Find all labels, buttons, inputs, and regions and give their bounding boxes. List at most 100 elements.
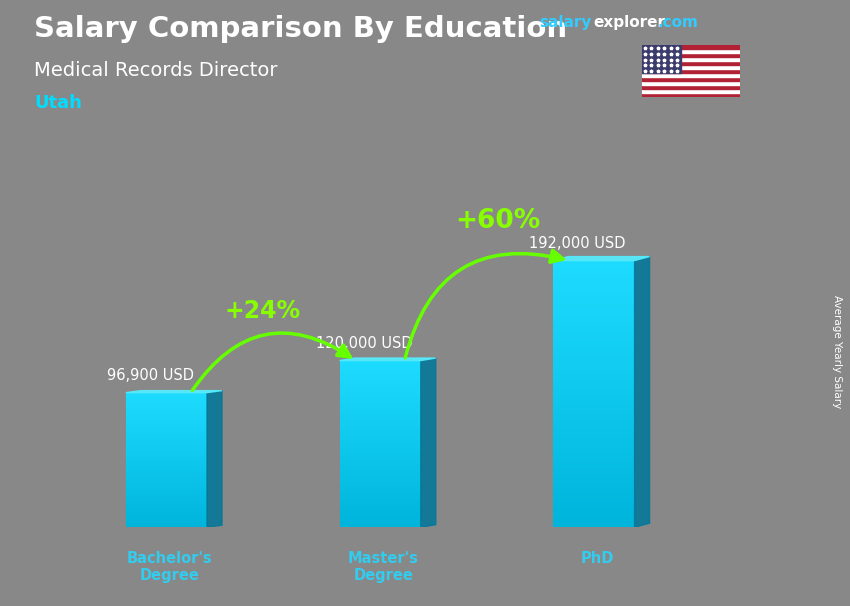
Bar <box>339 454 421 456</box>
Bar <box>339 485 421 488</box>
Bar <box>126 492 207 493</box>
Bar <box>126 415 207 416</box>
Bar <box>553 364 635 367</box>
Bar <box>553 274 635 277</box>
Bar <box>339 413 421 415</box>
Bar <box>553 337 635 341</box>
Bar <box>126 396 207 398</box>
Bar <box>126 468 207 470</box>
Bar <box>553 301 635 304</box>
Bar <box>126 440 207 441</box>
Bar <box>339 496 421 498</box>
Bar <box>126 395 207 396</box>
Bar <box>126 428 207 430</box>
Bar <box>553 514 635 518</box>
Bar <box>339 452 421 454</box>
Bar <box>553 370 635 374</box>
Bar <box>126 470 207 471</box>
Bar <box>642 73 740 77</box>
Bar <box>553 344 635 347</box>
Bar <box>553 510 635 514</box>
Bar <box>553 330 635 334</box>
Bar <box>553 317 635 321</box>
Bar <box>339 371 421 373</box>
Polygon shape <box>207 391 222 527</box>
Text: Master's
Degree: Master's Degree <box>348 550 419 583</box>
Bar <box>553 401 635 404</box>
Bar <box>553 521 635 524</box>
Bar <box>553 421 635 424</box>
Bar <box>339 392 421 394</box>
Bar <box>126 471 207 473</box>
Bar <box>339 427 421 429</box>
Bar <box>126 524 207 525</box>
Bar <box>642 58 740 61</box>
Bar <box>553 294 635 297</box>
Bar <box>642 45 740 50</box>
Bar <box>126 473 207 475</box>
Bar <box>126 477 207 479</box>
Bar <box>339 396 421 398</box>
Bar <box>339 465 421 467</box>
Bar <box>126 507 207 508</box>
Bar <box>642 93 740 97</box>
Bar <box>339 494 421 496</box>
Bar <box>126 431 207 433</box>
Text: Medical Records Director: Medical Records Director <box>34 61 277 79</box>
Bar <box>553 357 635 361</box>
Bar <box>553 361 635 364</box>
Bar <box>126 467 207 468</box>
Bar <box>553 407 635 410</box>
Bar <box>126 460 207 462</box>
Bar <box>339 417 421 419</box>
Bar <box>553 284 635 287</box>
Bar <box>642 50 740 53</box>
Bar <box>339 425 421 427</box>
Bar <box>126 475 207 477</box>
Bar <box>553 427 635 430</box>
Bar <box>126 525 207 527</box>
Bar <box>339 446 421 448</box>
Bar <box>553 467 635 470</box>
Bar <box>553 487 635 491</box>
Bar <box>126 453 207 455</box>
Bar <box>339 362 421 365</box>
Bar <box>126 438 207 440</box>
Bar <box>642 81 740 85</box>
Text: +60%: +60% <box>455 208 541 233</box>
Bar <box>339 431 421 433</box>
Polygon shape <box>553 256 649 261</box>
Bar <box>553 390 635 394</box>
Bar <box>553 518 635 521</box>
Bar <box>126 497 207 499</box>
Bar <box>339 384 421 385</box>
Bar <box>126 490 207 492</box>
Bar <box>126 408 207 410</box>
Bar <box>339 423 421 425</box>
Bar <box>126 441 207 443</box>
Bar <box>339 471 421 473</box>
Bar <box>339 419 421 421</box>
Text: 96,900 USD: 96,900 USD <box>106 368 194 382</box>
Text: +24%: +24% <box>224 299 301 322</box>
Bar <box>339 490 421 492</box>
Bar <box>126 501 207 502</box>
Bar <box>339 385 421 388</box>
Bar <box>642 89 740 93</box>
Bar <box>553 304 635 307</box>
Bar <box>339 381 421 384</box>
Text: salary: salary <box>540 15 592 30</box>
Bar <box>553 474 635 478</box>
Bar <box>339 402 421 404</box>
Bar <box>339 408 421 410</box>
Bar <box>553 374 635 377</box>
Bar <box>339 519 421 521</box>
Bar <box>126 495 207 497</box>
Bar <box>126 398 207 399</box>
Text: Average Yearly Salary: Average Yearly Salary <box>832 295 842 408</box>
Bar <box>126 418 207 419</box>
Bar <box>642 85 740 89</box>
Bar <box>339 407 421 408</box>
Bar <box>126 416 207 418</box>
Bar <box>126 505 207 507</box>
